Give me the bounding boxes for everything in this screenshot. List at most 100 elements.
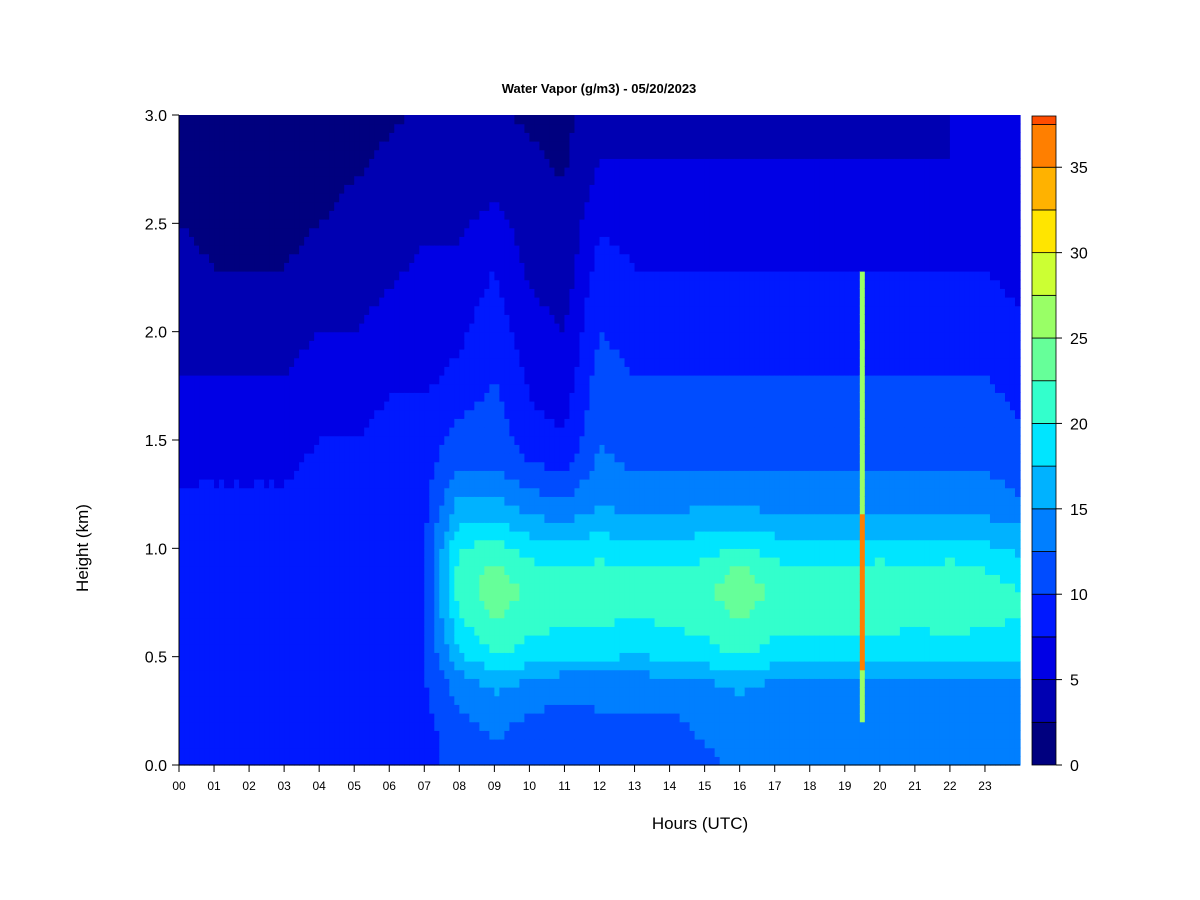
heatmap-cell [404, 591, 410, 601]
heatmap-cell [279, 175, 285, 185]
heatmap-cell [349, 522, 355, 532]
heatmap-cell [469, 383, 475, 393]
heatmap-cell [204, 219, 210, 229]
heatmap-cell [439, 305, 445, 315]
heatmap-cell [389, 227, 395, 237]
heatmap-cell [429, 427, 435, 437]
heatmap-cell [474, 141, 480, 151]
heatmap-cell [459, 418, 465, 428]
heatmap-cell [449, 288, 455, 298]
heatmap-cell [249, 548, 255, 558]
heatmap-cell [409, 245, 415, 255]
heatmap-cell [424, 704, 430, 714]
heatmap-cell [234, 721, 240, 731]
heatmap-cell [354, 219, 360, 229]
heatmap-cell [404, 479, 410, 489]
heatmap-cell [379, 756, 385, 766]
heatmap-cell [434, 444, 440, 454]
heatmap-cell [434, 678, 440, 688]
heatmap-cell [374, 661, 380, 671]
heatmap-cell [504, 461, 510, 471]
heatmap-cell [244, 262, 250, 272]
heatmap-cell [439, 730, 445, 740]
heatmap-cell [354, 115, 360, 125]
heatmap-cell [344, 279, 350, 289]
heatmap-cell [449, 141, 455, 151]
heatmap-cell [374, 721, 380, 731]
heatmap-cell [469, 357, 475, 367]
heatmap-cell [499, 340, 505, 350]
heatmap-cell [219, 617, 225, 627]
heatmap-cell [274, 314, 280, 324]
heatmap-cell [489, 383, 495, 393]
heatmap-cell [224, 444, 230, 454]
heatmap-cell [494, 678, 500, 688]
heatmap-cell [344, 340, 350, 350]
heatmap-cell [204, 167, 210, 177]
heatmap-cell [414, 461, 420, 471]
heatmap-cell [254, 427, 260, 437]
heatmap-cell [349, 401, 355, 411]
heatmap-cell [224, 583, 230, 593]
heatmap-cell [234, 357, 240, 367]
heatmap-cell [204, 583, 210, 593]
heatmap-cell [214, 539, 220, 549]
heatmap-cell [444, 635, 450, 645]
heatmap-cell [304, 279, 310, 289]
heatmap-cell [249, 565, 255, 575]
heatmap-cell [389, 609, 395, 619]
heatmap-cell [394, 210, 400, 220]
heatmap-cell [399, 427, 405, 437]
heatmap-cell [374, 635, 380, 645]
heatmap-cell [349, 513, 355, 523]
heatmap-cell [484, 201, 490, 211]
heatmap-cell [314, 262, 320, 272]
heatmap-cell [249, 245, 255, 255]
heatmap-cell [189, 643, 195, 653]
heatmap-cell [284, 591, 290, 601]
heatmap-cell [229, 288, 235, 298]
heatmap-cell [359, 669, 365, 679]
heatmap-cell [434, 340, 440, 350]
heatmap-cell [469, 288, 475, 298]
heatmap-cell [264, 401, 270, 411]
heatmap-cell [474, 721, 480, 731]
heatmap-cell [364, 141, 370, 151]
heatmap-cell [369, 609, 375, 619]
heatmap-cell [224, 132, 230, 142]
heatmap-cell [264, 349, 270, 359]
heatmap-cell [419, 340, 425, 350]
heatmap-cell [429, 227, 435, 237]
heatmap-cell [469, 704, 475, 714]
heatmap-cell [184, 184, 190, 194]
heatmap-cell [324, 591, 330, 601]
heatmap-cell [379, 479, 385, 489]
heatmap-cell [294, 574, 300, 584]
heatmap-cell [324, 227, 330, 237]
heatmap-cell [199, 678, 205, 688]
heatmap-cell [179, 583, 185, 593]
heatmap-cell [499, 643, 505, 653]
heatmap-cell [494, 470, 500, 480]
heatmap-cell [244, 435, 250, 445]
heatmap-cell [379, 470, 385, 480]
heatmap-cell [429, 383, 435, 393]
heatmap-cell [279, 288, 285, 298]
heatmap-cell [374, 262, 380, 272]
heatmap-cell [424, 678, 430, 688]
heatmap-cell [309, 583, 315, 593]
heatmap-cell [354, 721, 360, 731]
heatmap-cell [339, 262, 345, 272]
heatmap-cell [244, 357, 250, 367]
heatmap-cell [489, 149, 495, 159]
heatmap-cell [224, 115, 230, 125]
heatmap-cell [229, 401, 235, 411]
heatmap-cell [209, 383, 215, 393]
heatmap-cell [329, 479, 335, 489]
heatmap-cell [504, 479, 510, 489]
heatmap-cell [454, 123, 460, 133]
heatmap-cell [469, 279, 475, 289]
heatmap-cell [414, 695, 420, 705]
heatmap-cell [304, 730, 310, 740]
heatmap-cell [379, 279, 385, 289]
